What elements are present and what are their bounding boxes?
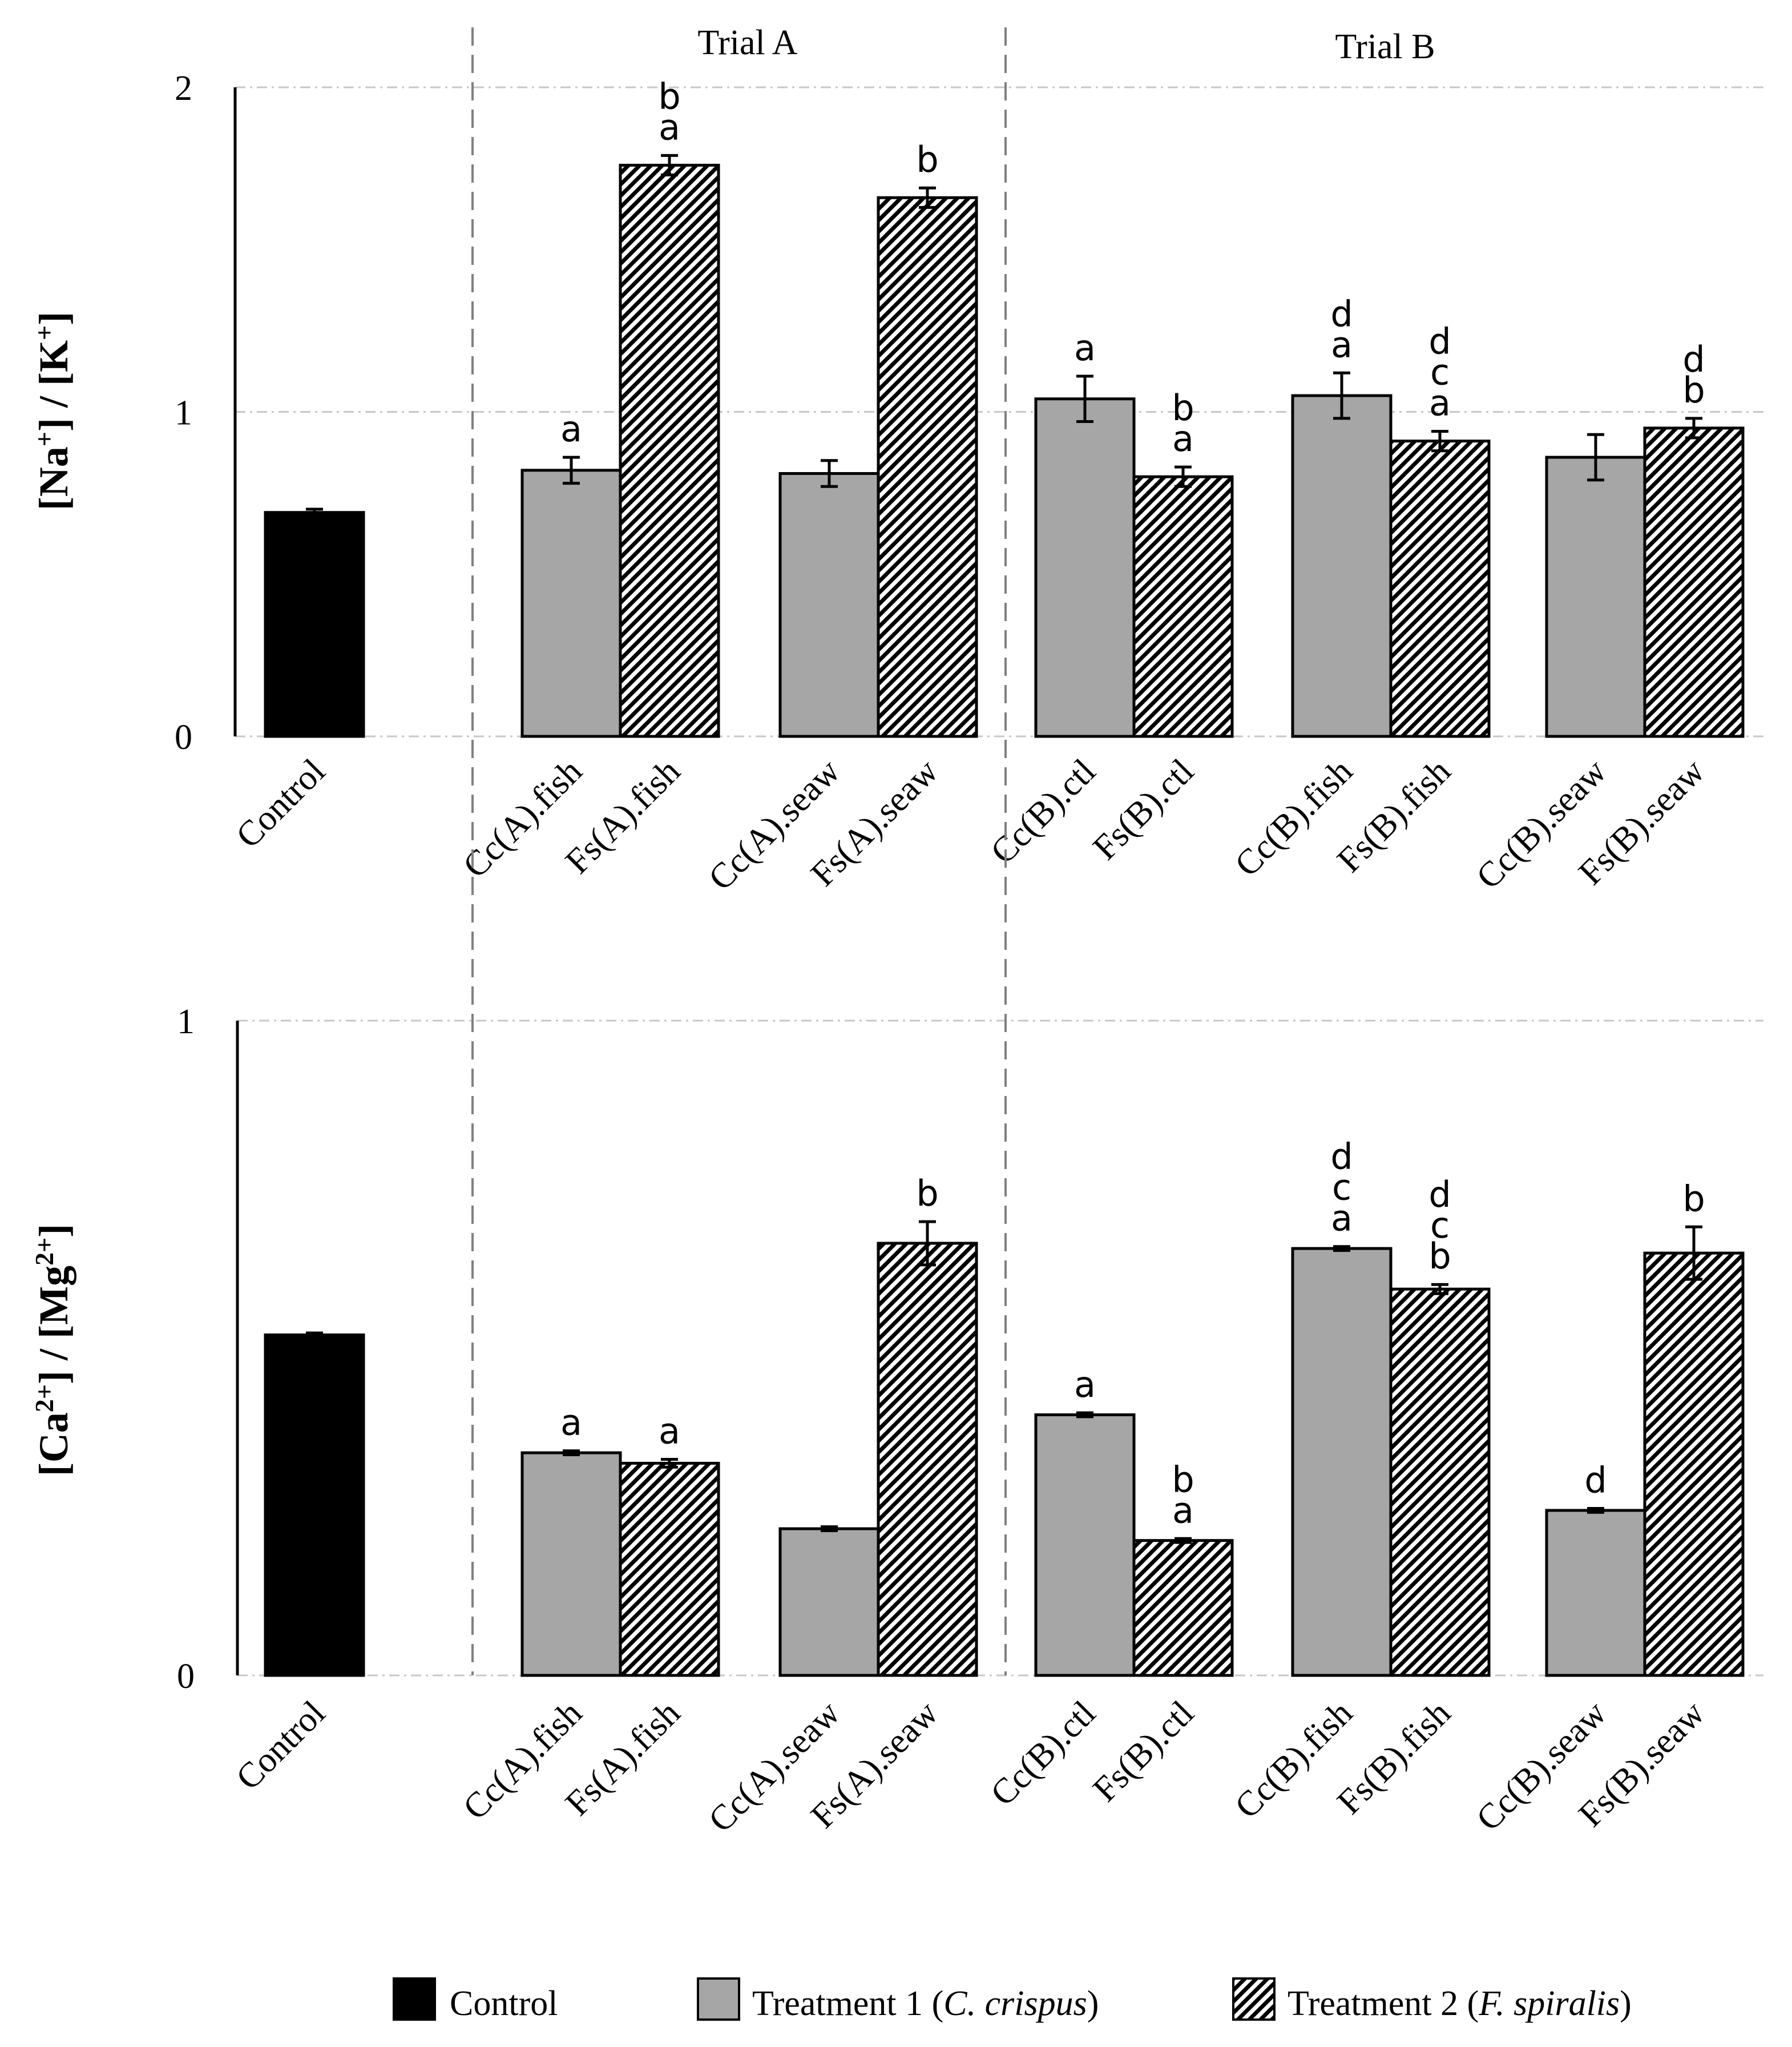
significance-letter: d [1330,293,1353,335]
bar-fs-a-seaw [877,1242,978,1677]
significance-letter: a [659,106,680,148]
error-bar-cc-a-seaw [821,1525,838,1533]
error-bar-control [306,507,323,517]
bar-cc-a-fish [520,469,622,738]
legend-item-treatment2: Treatment 2 (F. spiralis) [1232,1977,1632,2023]
significance-letter: b [1428,1235,1451,1277]
bar-cc-b-ctl [1034,1413,1136,1677]
error-bar-fs-b-fish [1431,1283,1448,1295]
significance-letter: a [1172,418,1194,460]
legend-swatch-treatment1 [697,1977,740,2021]
significance-letter: b [1682,369,1705,411]
significance-letter: b [916,1172,938,1214]
significance-letter: d [1330,1136,1353,1178]
bar-fs-a-fish [619,163,720,738]
bar-cc-a-seaw [778,472,880,738]
error-bar-fs-b-fish [1431,430,1448,453]
bar-fs-b-fish [1389,1287,1491,1677]
bar-fs-b-ctl [1132,475,1234,738]
error-bar-fs-b-seaw [1685,1225,1702,1281]
significance-letter: a [1172,1489,1194,1531]
bar-fs-b-seaw [1643,1251,1745,1677]
error-bar-cc-a-seaw [821,459,838,488]
significance-letter: c [1332,1167,1351,1208]
error-bar-cc-b-ctl [1076,374,1093,424]
significance-letter: c [1430,352,1450,393]
legend-label-control: Control [450,1984,558,2023]
legend-label-treatment2: Treatment 2 (F. spiralis) [1288,1984,1632,2023]
error-bar-cc-b-seaw [1587,1507,1604,1514]
significance-letter: a [560,1402,582,1444]
y-tick-label: 1 [177,1002,195,1041]
significance-letter: d [1428,321,1451,362]
trial-overlay: Trial A Trial B [471,23,1435,1675]
significance-letter: a [1429,382,1451,424]
legend-item-control: Control [393,1977,558,2023]
error-bar-fs-a-fish [661,1457,678,1469]
y-tick-label: 0 [177,1657,195,1696]
y-axis-title: [Na+] / [K+] [30,312,77,510]
error-bar-fs-b-ctl [1175,1537,1192,1544]
legend-item-treatment1: Treatment 1 (C. crispus) [697,1977,1099,2023]
bar-cc-a-seaw [778,1527,880,1677]
significance-letter: a [1074,327,1096,369]
y-axis-title: [Ca2+] / [Mg2+] [30,1224,77,1476]
significance-letter: b [1172,1458,1194,1500]
bar-cc-b-seaw [1545,456,1646,738]
bar-cc-b-fish [1291,394,1393,738]
significance-letter: a [1331,324,1353,365]
panel-na-k: 012[Na+] / [K+]ControlaCc(A).fishabFs(A)… [30,69,1763,898]
y-tick-label: 2 [175,69,192,108]
legend: Control Treatment 1 (C. crispus) Treatme… [393,1977,1632,2023]
bar-cc-b-seaw [1545,1509,1646,1677]
error-bar-fs-a-seaw [919,1220,936,1267]
error-bar-cc-b-ctl [1076,1411,1093,1419]
bar-fs-a-fish [619,1461,720,1677]
significance-letter: a [1074,1364,1096,1405]
legend-swatch-control [393,1977,436,2021]
significance-letter: d [1428,1174,1451,1215]
error-bar-control [306,1331,323,1339]
error-bar-fs-a-seaw [919,186,936,209]
trial-a-label: Trial A [697,23,797,62]
significance-letter: b [916,139,938,180]
significance-letter: c [1430,1204,1450,1246]
error-bar-cc-a-fish [563,1449,580,1456]
bar-cc-b-fish [1291,1247,1393,1677]
significance-letter: a [560,408,582,450]
error-bar-fs-b-ctl [1175,465,1192,488]
error-bar-fs-a-fish [661,154,678,176]
y-tick-label: 1 [175,394,192,433]
significance-letter: d [1584,1460,1607,1501]
significance-letter: b [1682,1178,1705,1219]
significance-letter: a [1331,1198,1353,1239]
legend-swatch-treatment2 [1232,1977,1276,2021]
bar-fs-b-fish [1389,440,1491,738]
error-bar-cc-a-fish [563,456,580,485]
y-tick-label: 0 [175,718,192,757]
error-bar-fs-b-seaw [1685,417,1702,440]
trial-b-label: Trial B [1335,27,1435,66]
bar-cc-b-ctl [1034,397,1136,738]
significance-letter: b [658,75,680,117]
error-bar-cc-b-seaw [1587,433,1604,482]
bar-control [264,511,365,738]
bar-fs-a-seaw [877,196,978,738]
significance-letter: b [1172,387,1194,429]
error-bar-cc-b-fish [1333,371,1350,420]
bar-fs-b-ctl [1132,1539,1234,1677]
error-bar-cc-b-fish [1333,1245,1350,1252]
bar-cc-a-fish [520,1451,622,1677]
legend-label-treatment1: Treatment 1 (C. crispus) [752,1984,1099,2023]
bar-fs-b-seaw [1643,426,1745,738]
bar-control [264,1333,365,1677]
significance-letter: a [659,1410,680,1452]
significance-letter: d [1682,339,1705,380]
